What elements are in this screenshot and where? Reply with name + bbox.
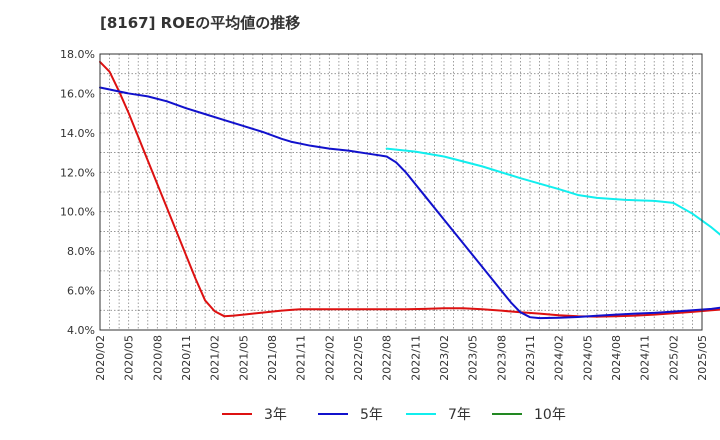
x-tick-label: 2020/08 — [151, 335, 164, 381]
x-tick-label: 2025/02 — [667, 335, 680, 381]
x-tick-label: 2023/08 — [495, 335, 508, 381]
x-tick-label: 2022/11 — [409, 335, 422, 381]
x-tick-label: 2023/11 — [524, 335, 537, 381]
legend-label: 10年 — [534, 407, 566, 423]
y-tick-label: 16.0% — [60, 87, 95, 100]
x-tick-label: 2024/05 — [581, 335, 594, 381]
y-tick-label: 8.0% — [67, 245, 95, 258]
y-tick-label: 14.0% — [60, 127, 95, 140]
x-tick-label: 2020/05 — [123, 335, 136, 381]
chart-title: [8167] ROEの平均値の推移 — [100, 14, 301, 32]
legend-label: 7年 — [448, 407, 471, 423]
legend-label: 5年 — [360, 407, 383, 423]
legend: 3年 5年 7年 10年 — [222, 407, 566, 423]
legend-label: 3年 — [264, 407, 287, 423]
y-tick-label: 10.0% — [60, 206, 95, 219]
series-line-7年 — [385, 147, 720, 236]
x-axis-ticks: 2020/02 2020/05 2020/08 2020/11 2021/02 2021/… — [94, 335, 709, 381]
x-tick-label: 2021/02 — [209, 335, 222, 381]
x-tick-label: 2022/02 — [323, 335, 336, 381]
y-tick-label: 4.0% — [67, 324, 95, 337]
y-tick-label: 18.0% — [60, 48, 95, 61]
x-tick-label: 2023/02 — [438, 335, 451, 381]
x-tick-label: 2024/11 — [639, 335, 652, 381]
x-tick-label: 2022/08 — [381, 335, 394, 381]
y-tick-label: 12.0% — [60, 166, 95, 179]
series-line-5年 — [99, 86, 720, 320]
x-tick-label: 2021/11 — [295, 335, 308, 381]
plot-border — [99, 53, 703, 331]
x-tick-label: 2024/02 — [553, 335, 566, 381]
x-tick-label: 2021/08 — [266, 335, 279, 381]
x-tick-label: 2020/11 — [180, 335, 193, 381]
x-tick-label: 2021/05 — [237, 335, 250, 381]
x-tick-label: 2020/02 — [94, 335, 107, 381]
y-axis-ticks: 4.0% 6.0% 8.0% 10.0% 12.0% 14.0% 16.0% 18.0% — [60, 48, 95, 337]
y-tick-label: 6.0% — [67, 285, 95, 298]
series-lines — [99, 60, 720, 320]
x-tick-label: 2022/05 — [352, 335, 365, 381]
x-tick-label: 2025/05 — [696, 335, 709, 381]
x-tick-label: 2023/05 — [467, 335, 480, 381]
x-tick-label: 2024/08 — [610, 335, 623, 381]
